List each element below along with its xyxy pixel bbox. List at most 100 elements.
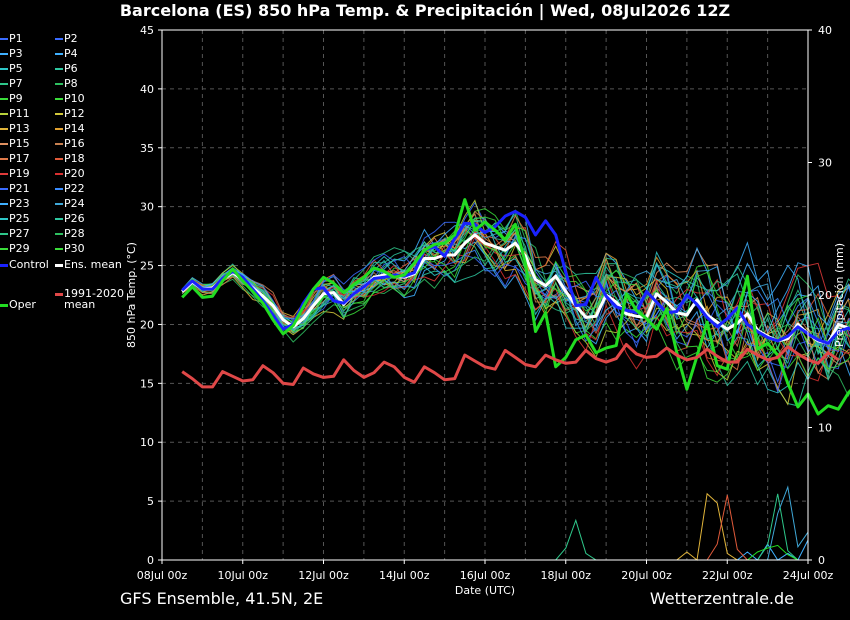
legend-swatch — [55, 203, 63, 205]
legend-swatch — [0, 158, 8, 160]
legend-item-p24: P24 — [55, 197, 85, 211]
axes: 0 5 10 15 20 25 30 35 40 45 0 10 20 30 40 08Jul 00z 10Ju… — [125, 24, 846, 597]
legend-label: P25 — [9, 212, 30, 225]
series-line-1991-2020-mean — [181, 343, 840, 389]
precip-line-p18 — [182, 494, 808, 561]
x-tick-label: 16Jul 00z — [460, 569, 511, 582]
precipitation-lines — [182, 485, 809, 561]
legend-swatch — [55, 128, 63, 130]
legend-label: P5 — [9, 62, 23, 75]
chart-title: Barcelona (ES) 850 hPa Temp. & Precipita… — [119, 1, 731, 20]
legend-item-p12: P12 — [55, 107, 85, 121]
legend-item-p10: P10 — [55, 92, 85, 106]
series-line-control — [181, 209, 850, 345]
legend-label: P30 — [64, 242, 85, 255]
legend-item-p26: P26 — [55, 212, 85, 226]
legend-swatch — [0, 53, 8, 55]
model-label: GFS Ensemble, 41.5N, 2E — [120, 589, 324, 608]
legend-item-p27: P27 — [0, 227, 30, 241]
y-axis-label: 850 hPa Temp. (°C) — [125, 242, 138, 348]
grid — [162, 30, 808, 560]
legend-item-p15: P15 — [0, 137, 30, 151]
legend-label: P22 — [64, 182, 85, 195]
legend: P1 P2 P3 P4 P5 P6 P7 P8 P9 P10 P11 P12 P13 P14 P15 P16 P… — [0, 30, 130, 320]
legend-label: P7 — [9, 77, 23, 90]
legend-swatch — [55, 113, 63, 115]
legend-item-p17: P17 — [0, 152, 30, 166]
y-tick-label: 35 — [140, 142, 154, 155]
legend-label: P21 — [9, 182, 30, 195]
member-line-p28 — [181, 239, 850, 397]
legend-item-p30: P30 — [55, 242, 85, 256]
legend-item-p6: P6 — [55, 62, 78, 76]
legend-label: P9 — [9, 92, 23, 105]
x-tick-label: 20Jul 00z — [621, 569, 672, 582]
precip-line-p13 — [182, 492, 808, 561]
legend-item-p29: P29 — [0, 242, 30, 256]
precip-line-p3 — [182, 539, 809, 561]
x-tick-label: 12Jul 00z — [298, 569, 349, 582]
precip-line-p7 — [182, 493, 808, 561]
legend-swatch — [55, 292, 63, 296]
legend-label: P19 — [9, 167, 30, 180]
series-line-ens-mean — [181, 233, 850, 345]
x-tick-label: 10Jul 00z — [217, 569, 268, 582]
legend-label: mean — [64, 298, 96, 311]
y2-tick-label: 10 — [818, 422, 832, 435]
legend-item-p22: P22 — [55, 182, 85, 196]
member-line-p26 — [181, 220, 850, 382]
legend-swatch — [55, 188, 63, 190]
legend-item-p11: P11 — [0, 107, 30, 121]
plot-frame — [161, 29, 809, 561]
legend-label: P11 — [9, 107, 30, 120]
site-label: Wetterzentrale.de — [649, 589, 794, 608]
legend-label: P3 — [9, 47, 23, 60]
y2-tick-label: 30 — [818, 157, 832, 170]
legend-swatch — [55, 218, 63, 220]
x-tick-label: 18Jul 00z — [540, 569, 591, 582]
legend-label: P8 — [64, 77, 78, 90]
legend-label: P18 — [64, 152, 85, 165]
legend-swatch — [0, 263, 8, 267]
legend-swatch — [0, 303, 8, 307]
legend-label: Oper — [9, 298, 36, 311]
legend-swatch — [55, 173, 63, 175]
legend-swatch — [0, 68, 8, 70]
y2-axis-label: Precipitación (mm) — [833, 243, 846, 347]
series-line-oper — [181, 198, 850, 416]
y2-tick-label: 20 — [818, 289, 832, 302]
legend-item-p13: P13 — [0, 122, 30, 136]
legend-label: P13 — [9, 122, 30, 135]
legend-label: P12 — [64, 107, 85, 120]
legend-item-p14: P14 — [55, 122, 85, 136]
legend-swatch — [55, 233, 63, 235]
legend-label: P14 — [64, 122, 85, 135]
legend-swatch — [55, 53, 63, 55]
legend-swatch — [0, 188, 8, 190]
legend-label: P28 — [64, 227, 85, 240]
x-tick-label: 24Jul 00z — [783, 569, 834, 582]
x-tick-label: 08Jul 00z — [137, 569, 188, 582]
legend-item-p19: P19 — [0, 167, 30, 181]
legend-label: P6 — [64, 62, 78, 75]
legend-label: P17 — [9, 152, 30, 165]
legend-swatch — [0, 113, 8, 115]
legend-item-oper: Oper — [0, 298, 36, 312]
highlighted-series-lines — [181, 198, 850, 416]
legend-label: P4 — [64, 47, 78, 60]
legend-label: P26 — [64, 212, 85, 225]
legend-label: P23 — [9, 197, 30, 210]
legend-label: P10 — [64, 92, 85, 105]
legend-item-p7: P7 — [0, 77, 23, 91]
legend-swatch — [0, 218, 8, 220]
legend-swatch — [0, 248, 8, 250]
legend-item-p16: P16 — [55, 137, 85, 151]
y-tick-label: 0 — [147, 554, 154, 567]
legend-item-ens-mean: Ens. mean — [55, 258, 122, 272]
legend-swatch — [0, 143, 8, 145]
y2-tick-label: 40 — [818, 24, 832, 37]
legend-swatch — [55, 68, 63, 70]
legend-item-control: Control — [0, 258, 49, 272]
y-tick-label: 20 — [140, 318, 154, 331]
